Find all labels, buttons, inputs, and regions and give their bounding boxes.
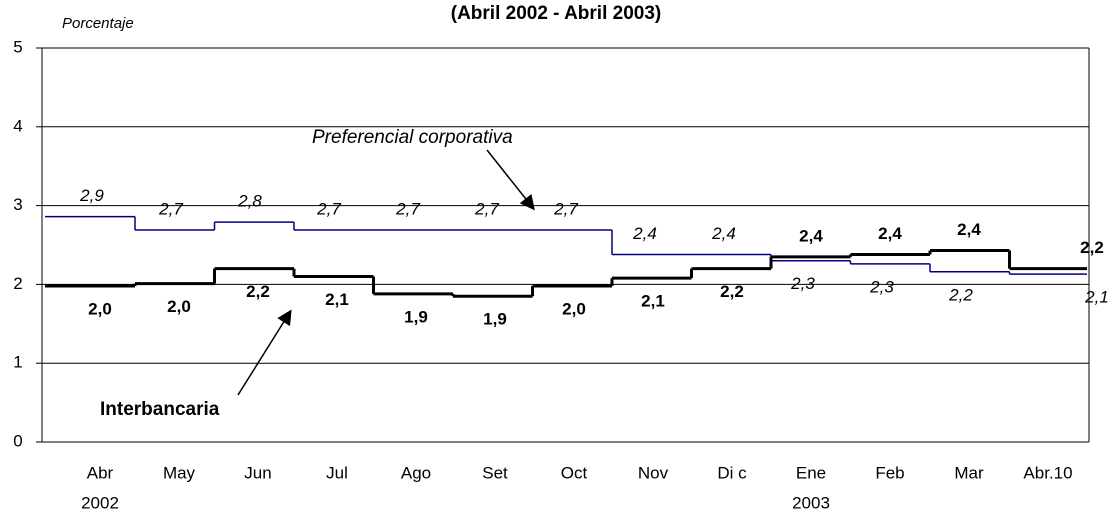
data-label: 2,4	[799, 226, 823, 245]
data-label: 2,4	[957, 220, 981, 239]
annotation: Preferencial corporativa	[312, 127, 513, 148]
data-label: 2,7	[158, 200, 183, 219]
arrow	[237, 309, 292, 396]
data-label: 2,7	[316, 200, 341, 219]
annotation: Interbancaria	[100, 399, 220, 420]
data-label: 2,3	[790, 274, 815, 293]
y-tick-label: 2	[13, 274, 22, 293]
x-tick-label: Abr	[87, 463, 114, 482]
y-tick-label: 0	[13, 431, 22, 450]
y-axis-label: Porcentaje	[62, 15, 134, 32]
data-label: 1,9	[483, 310, 507, 329]
chart-title: (Abril 2002 - Abril 2003)	[451, 3, 661, 24]
y-tick-label: 1	[13, 353, 22, 372]
x-tick-label: Jun	[244, 463, 271, 482]
x-tick-label: Mar	[954, 463, 984, 482]
y-tick-label: 4	[13, 116, 22, 135]
data-label: 2,1	[325, 290, 349, 309]
x-tick-label: Abr.10	[1023, 463, 1072, 482]
arrow	[486, 149, 535, 211]
data-label: 2,2	[1080, 238, 1104, 257]
data-label: 2,2	[720, 282, 744, 301]
x-tick-label: Ago	[401, 463, 431, 482]
x-tick-label: Set	[482, 463, 508, 482]
year-label: 2003	[792, 493, 830, 512]
year-label: 2002	[81, 493, 119, 512]
data-label: 2,0	[562, 299, 586, 318]
data-label: 2,7	[474, 200, 499, 219]
data-label: 2,7	[395, 200, 420, 219]
data-label: 2,2	[948, 285, 973, 304]
y-tick-label: 3	[13, 195, 22, 214]
y-tick-label: 5	[13, 37, 22, 56]
x-tick-label: Jul	[326, 463, 348, 482]
data-label: 2,4	[711, 224, 736, 243]
x-tick-label: Oct	[561, 463, 588, 482]
x-tick-label: May	[163, 463, 196, 482]
data-label: 1,9	[404, 307, 428, 326]
x-tick-label: Nov	[638, 463, 669, 482]
x-tick-label: Ene	[796, 463, 826, 482]
data-label: 2,1	[1084, 288, 1109, 307]
data-label: 2,3	[869, 277, 894, 296]
data-label: 2,9	[79, 186, 104, 205]
data-label: 2,0	[88, 299, 112, 318]
data-label: 2,7	[553, 200, 578, 219]
x-tick-label: Feb	[875, 463, 904, 482]
data-label: 2,0	[167, 297, 191, 316]
data-label: 2,4	[632, 224, 657, 243]
data-label: 2,1	[641, 292, 665, 311]
data-label: 2,2	[246, 282, 270, 301]
data-label: 2,8	[237, 192, 262, 211]
data-label: 2,4	[878, 224, 902, 243]
x-tick-label: Di c	[717, 463, 747, 482]
